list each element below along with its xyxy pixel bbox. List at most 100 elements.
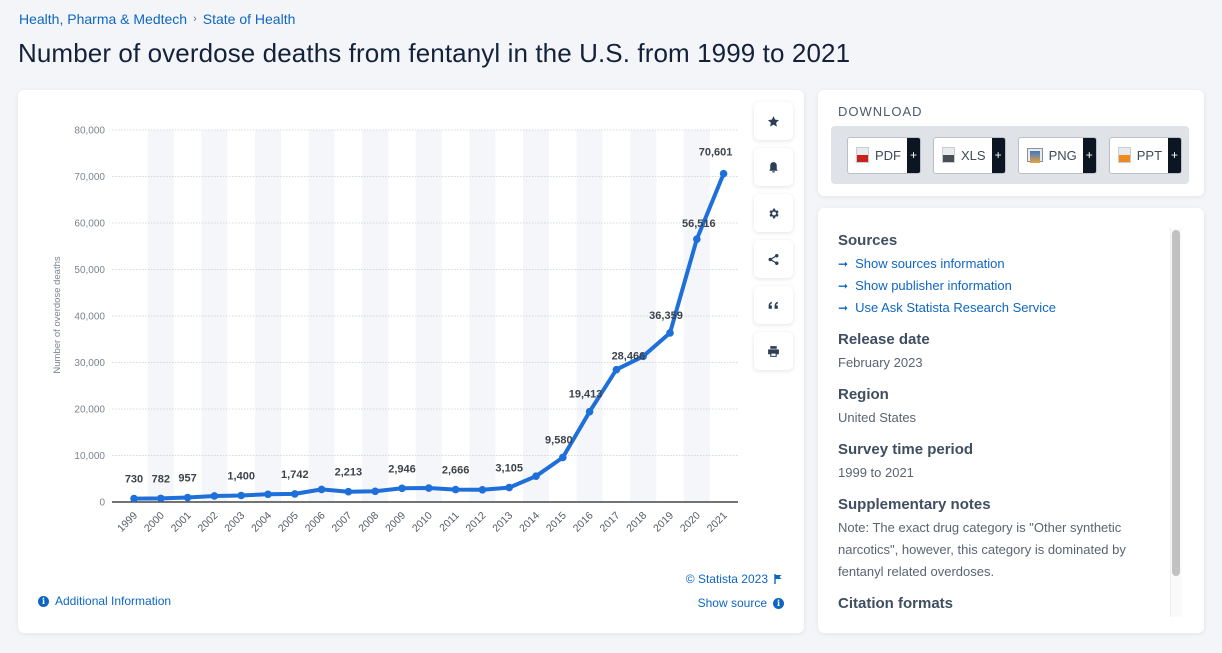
arrow-right-icon: ➞ xyxy=(838,257,849,271)
x-tick-label: 2016 xyxy=(571,510,596,535)
plus-icon: + xyxy=(991,137,1005,173)
x-tick-label: 2010 xyxy=(410,510,435,535)
download-xls-label: XLS xyxy=(961,147,986,163)
favorite-button[interactable] xyxy=(754,102,793,140)
x-tick-label: 2006 xyxy=(303,510,328,535)
show-publisher-link[interactable]: ➞ Show publisher information xyxy=(838,275,1168,297)
y-axis-ticks: 0 10,000 20,000 30,000 40,000 50,000 60,000 70,… xyxy=(74,126,105,509)
x-tick-label: 2015 xyxy=(544,510,569,535)
statistic-info-panel: Sources ➞ Show sources information ➞ Show … xyxy=(818,208,1204,633)
plus-icon: + xyxy=(1082,137,1096,173)
x-tick-label: 2012 xyxy=(464,510,489,535)
additional-information-link[interactable]: i Additional Information xyxy=(38,594,171,608)
data-point[interactable] xyxy=(317,485,326,494)
x-tick-label: 2007 xyxy=(330,510,355,535)
data-point[interactable] xyxy=(719,169,728,178)
data-point[interactable] xyxy=(559,453,567,462)
print-button[interactable] xyxy=(754,332,793,370)
arrow-right-icon: ➞ xyxy=(838,301,849,315)
download-pdf-button[interactable]: PDF + xyxy=(847,136,921,174)
data-point[interactable] xyxy=(291,490,299,498)
breadcrumb-item-health[interactable]: Health, Pharma & Medtech xyxy=(19,11,188,27)
x-tick-label: 2020 xyxy=(678,510,703,535)
download-xls-button[interactable]: XLS + xyxy=(933,136,1006,174)
download-panel: DOWNLOAD PDF + XLS + PNG + xyxy=(818,90,1204,196)
data-label: 70,601 xyxy=(699,147,733,159)
line-chart: 0 10,000 20,000 30,000 40,000 50,000 60,000 70,… xyxy=(52,126,738,535)
data-point[interactable] xyxy=(264,490,272,499)
column-band xyxy=(683,130,710,502)
data-points xyxy=(130,169,728,503)
data-label: 730 xyxy=(125,474,143,486)
download-ppt-label: PPT xyxy=(1136,147,1163,163)
x-tick-label: 2000 xyxy=(142,510,167,535)
show-publisher-text: Show publisher information xyxy=(855,278,1012,293)
breadcrumb-item-state-of-health[interactable]: State of Health xyxy=(202,11,296,27)
survey-period-section: Survey time period 1999 to 2021 xyxy=(838,441,1168,484)
data-point[interactable] xyxy=(451,485,460,494)
x-tick-label: 2002 xyxy=(196,510,221,535)
data-label: 782 xyxy=(152,473,170,485)
show-source-text: Show source xyxy=(697,596,767,610)
data-point[interactable] xyxy=(585,407,594,416)
plus-icon: + xyxy=(907,137,920,173)
ask-statista-link[interactable]: ➞ Use Ask Statista Research Service xyxy=(838,297,1168,319)
data-point[interactable] xyxy=(371,487,380,496)
data-point[interactable] xyxy=(693,235,701,244)
y-tick-label: 50,000 xyxy=(74,265,105,276)
data-point[interactable] xyxy=(639,352,647,361)
data-label: 28,466 xyxy=(612,351,646,363)
data-point[interactable] xyxy=(505,483,513,492)
info-icon: i xyxy=(773,597,784,609)
data-point[interactable] xyxy=(157,494,165,503)
share-button[interactable] xyxy=(754,240,793,278)
data-point[interactable] xyxy=(612,365,621,374)
column-band xyxy=(415,130,442,502)
scrollbar-thumb[interactable] xyxy=(1172,230,1180,576)
flag-icon xyxy=(774,574,782,584)
download-ppt-button[interactable]: PPT + xyxy=(1108,136,1183,174)
data-point[interactable] xyxy=(666,329,674,337)
data-point[interactable] xyxy=(210,492,219,500)
bell-icon xyxy=(769,161,778,173)
xls-file-icon xyxy=(942,147,955,163)
x-tick-label: 2005 xyxy=(276,510,301,535)
x-tick-label: 2019 xyxy=(651,510,676,535)
y-tick-label: 80,000 xyxy=(74,126,105,137)
info-scroll-area: Sources ➞ Show sources information ➞ Show … xyxy=(838,232,1168,617)
copyright[interactable]: © Statista 2023 xyxy=(686,572,782,586)
data-point[interactable] xyxy=(130,494,138,503)
info-icon: i xyxy=(38,595,49,607)
data-label: 2,666 xyxy=(442,465,470,477)
chart-toolbar xyxy=(754,102,793,370)
data-point[interactable] xyxy=(532,472,540,481)
data-point[interactable] xyxy=(398,484,406,493)
data-label: 36,359 xyxy=(649,310,683,322)
data-label: 56,516 xyxy=(682,218,716,230)
x-tick-label: 2008 xyxy=(356,510,381,535)
data-label: 2,213 xyxy=(335,467,363,479)
y-tick-label: 60,000 xyxy=(74,219,105,230)
show-source-link[interactable]: Show source i xyxy=(698,596,784,610)
pdf-file-icon xyxy=(856,147,869,163)
data-point[interactable] xyxy=(344,487,353,496)
data-point[interactable] xyxy=(478,485,487,494)
data-point[interactable] xyxy=(425,484,433,492)
show-sources-link[interactable]: ➞ Show sources information xyxy=(838,253,1168,275)
breadcrumb: Health, Pharma & Medtech › State of Heal… xyxy=(19,11,295,27)
y-axis-title: Number of overdose deaths xyxy=(52,256,63,373)
cite-button[interactable] xyxy=(754,286,793,324)
region-value: United States xyxy=(838,410,917,425)
download-png-button[interactable]: PNG + xyxy=(1017,136,1097,174)
supplementary-notes-section: Supplementary notes Note: The exact drug… xyxy=(838,496,1168,583)
data-point[interactable] xyxy=(183,493,192,502)
page-title: Number of overdose deaths from fentanyl … xyxy=(18,38,851,68)
data-label: 9,580 xyxy=(545,434,573,446)
data-label: 957 xyxy=(178,473,196,485)
data-point[interactable] xyxy=(237,491,245,500)
data-labels: 730 782 957 1,400 1,742 2,213 2,946 2,666 3,105 9… xyxy=(125,147,733,486)
notification-button[interactable] xyxy=(754,148,793,186)
x-tick-label: 2009 xyxy=(383,510,408,535)
settings-button[interactable] xyxy=(754,194,793,232)
x-tick-label: 1999 xyxy=(115,510,140,535)
